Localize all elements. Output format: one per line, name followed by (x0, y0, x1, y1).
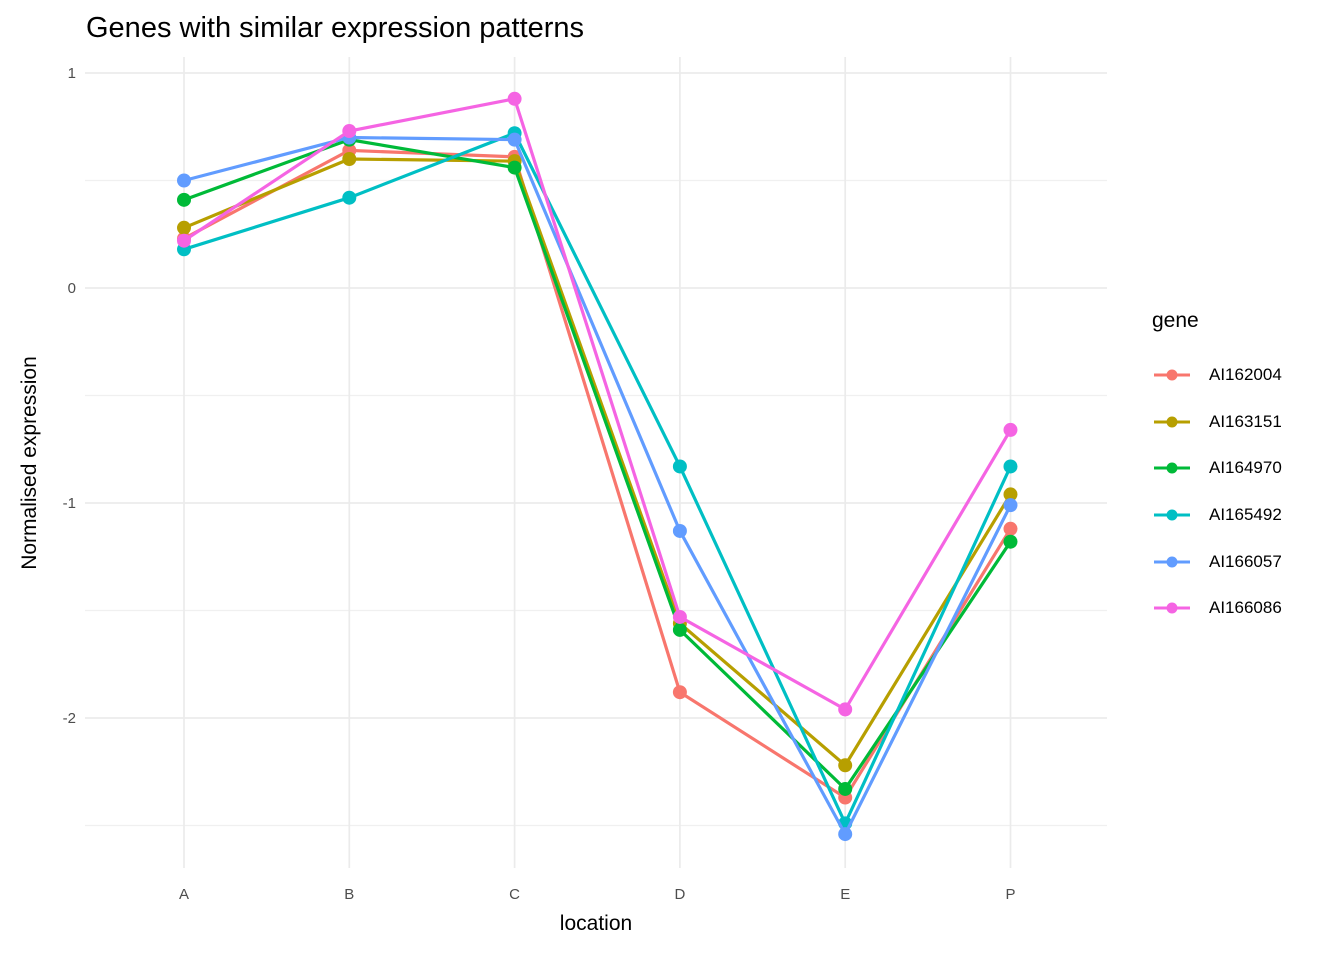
y-axis-title: Normalised expression (18, 356, 41, 570)
data-point-AI164970-C (507, 160, 522, 175)
data-point-AI165492-D (672, 459, 687, 474)
y-tick-label: 1 (68, 65, 76, 82)
data-point-AI166086-A (177, 233, 191, 248)
data-point-AI166086-B (342, 124, 357, 139)
legend-label: AI165492 (1209, 505, 1282, 525)
legend-label: AI163151 (1209, 411, 1282, 431)
legend-item-AI164970: AI164970 (1152, 445, 1282, 492)
legend-item-AI166057: AI166057 (1152, 538, 1282, 585)
data-point-AI166057-C (507, 132, 522, 147)
series-line-AI166057 (183, 135, 1012, 838)
legend-key-icon (1154, 556, 1190, 568)
y-tick-label: -2 (63, 710, 76, 727)
series-line-AI165492 (183, 131, 1012, 828)
x-tick-label: B (344, 886, 354, 903)
data-point-AI164970-E (838, 781, 853, 796)
legend-label: AI166086 (1209, 598, 1282, 618)
legend-key-icon (1154, 369, 1190, 381)
x-tick-label: D (674, 886, 685, 903)
data-point-AI166086-E (838, 702, 853, 717)
legend-item-AI163151: AI163151 (1152, 399, 1282, 446)
series-line-AI164970 (183, 138, 1012, 792)
x-tick-label: A (179, 886, 189, 903)
x-tick-label: C (509, 886, 520, 903)
series-line-AI162004 (183, 148, 1012, 800)
legend-label: AI164970 (1209, 458, 1282, 478)
legend-label: AI166057 (1209, 551, 1282, 571)
data-point-AI164970-A (177, 192, 191, 207)
data-point-AI165492-P (1003, 459, 1018, 474)
data-point-AI165492-B (342, 190, 357, 205)
legend-label: AI162004 (1209, 365, 1282, 385)
data-point-AI163151-P (1003, 487, 1018, 502)
data-point-AI163151-A (177, 220, 191, 235)
legend-key-icon (1154, 602, 1190, 614)
x-tick-label: P (1005, 886, 1015, 903)
data-point-AI166057-A (177, 173, 191, 188)
chart-title: Genes with similar expression patterns (86, 12, 585, 44)
legend-items: AI162004 AI163151 AI164970 AI165492 AI166057… (1152, 352, 1282, 632)
data-point-AI166086-C (507, 91, 522, 106)
data-point-AI166057-D (672, 523, 687, 538)
x-axis-title: location (559, 912, 633, 935)
data-point-AI166086-D (672, 609, 687, 624)
data-point-AI162004-P (1003, 521, 1018, 536)
data-point-AI166057-E (838, 827, 853, 842)
y-tick-label: 0 (68, 280, 76, 297)
series-line-AI166086 (183, 96, 1012, 712)
y-tick-label: -1 (63, 495, 76, 512)
series-line-AI163151 (183, 157, 1012, 768)
data-point-AI163151-B (342, 152, 357, 166)
data-point-AI162004-D (672, 685, 687, 700)
data-point-AI166086-P (1003, 422, 1018, 437)
data-point-AI163151-E (838, 758, 853, 773)
legend-item-AI166086: AI166086 (1152, 585, 1282, 632)
data-point-AI166057-P (1003, 498, 1018, 513)
legend-key-icon (1154, 416, 1190, 428)
legend: gene AI162004 AI163151 AI164970 AI165492 AI1… (1152, 308, 1282, 632)
legend-title: gene (1152, 309, 1199, 332)
data-point-AI164970-P (1003, 534, 1018, 549)
legend-key-icon (1154, 509, 1190, 521)
x-tick-label: E (840, 886, 850, 903)
legend-item-AI165492: AI165492 (1152, 492, 1282, 539)
data-point-AI164970-D (672, 622, 687, 637)
legend-item-AI162004: AI162004 (1152, 352, 1282, 399)
legend-key-icon (1154, 462, 1190, 474)
